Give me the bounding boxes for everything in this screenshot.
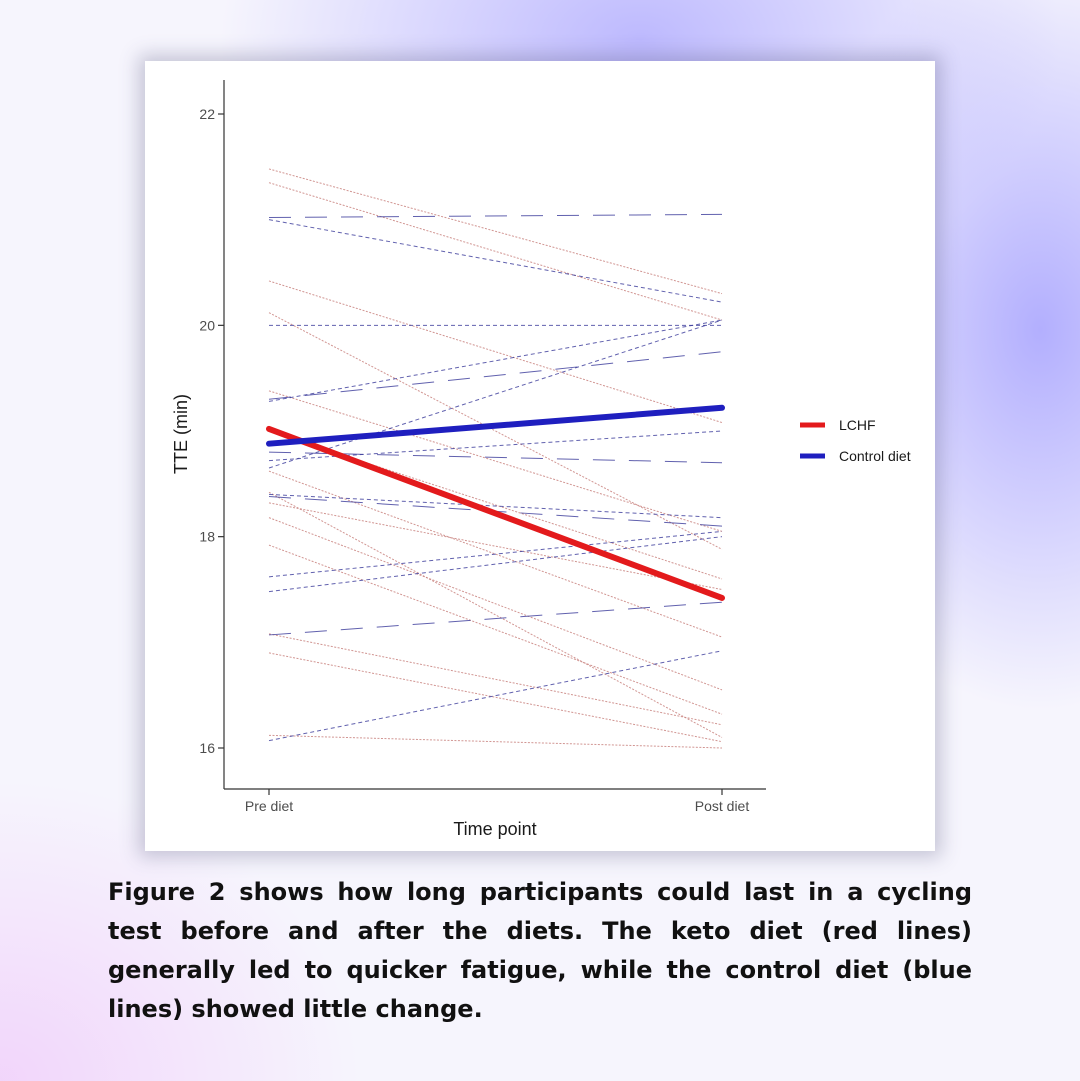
legend-label: Control diet: [839, 448, 911, 464]
y-tick-label: 18: [199, 529, 215, 545]
lchf-participant-line: [268, 430, 723, 580]
y-axis-ticks: 16 18 20 22: [199, 106, 224, 756]
control-participant-line: [268, 601, 723, 636]
x-tick-label: Pre diet: [245, 798, 293, 814]
x-axis-title: Time point: [453, 819, 536, 839]
x-tick-label: Post diet: [695, 798, 750, 814]
lchf-participant-line: [268, 633, 723, 726]
lchf-participant-line: [268, 312, 723, 550]
lchf-participant-line: [268, 544, 723, 715]
lchf-participant-line: [268, 491, 723, 738]
lchf-participant-line: [268, 280, 723, 424]
control-participant-line: [268, 219, 723, 303]
chart-panel: 16 18 20 22 Pre diet Post diet Time point TT…: [145, 61, 935, 851]
y-tick-label: 22: [199, 106, 215, 122]
control-participant-line: [268, 530, 723, 578]
control-mean-line: [266, 404, 725, 447]
lchf-participant-line: [268, 182, 723, 321]
mean-lines: [266, 404, 725, 601]
lchf-participant-line: [268, 168, 723, 295]
control-participant-line: [268, 351, 723, 400]
individual-participant-lines: [268, 168, 723, 749]
control-participant-line: [268, 536, 723, 593]
tte-line-chart: 16 18 20 22 Pre diet Post diet Time point TT…: [171, 80, 911, 839]
control-participant-line: [268, 650, 723, 742]
control-participant-line: [268, 319, 723, 469]
control-participant-line: [268, 213, 723, 219]
x-axis-ticks: Pre diet Post diet: [245, 789, 749, 814]
y-axis-title: TTE (min): [171, 394, 191, 474]
legend-label: LCHF: [839, 417, 876, 433]
lchf-mean-line: [266, 425, 725, 601]
figure-caption: Figure 2 shows how long participants cou…: [108, 878, 972, 1023]
lchf-participant-line: [268, 652, 723, 743]
control-participant-line: [268, 493, 723, 519]
legend: LCHF Control diet: [800, 417, 911, 464]
y-tick-label: 16: [199, 740, 215, 756]
lchf-participant-line: [268, 734, 723, 749]
y-tick-label: 20: [199, 317, 215, 333]
control-participant-line: [268, 430, 723, 462]
control-participant-line: [268, 319, 723, 402]
lchf-participant-line: [268, 517, 723, 691]
